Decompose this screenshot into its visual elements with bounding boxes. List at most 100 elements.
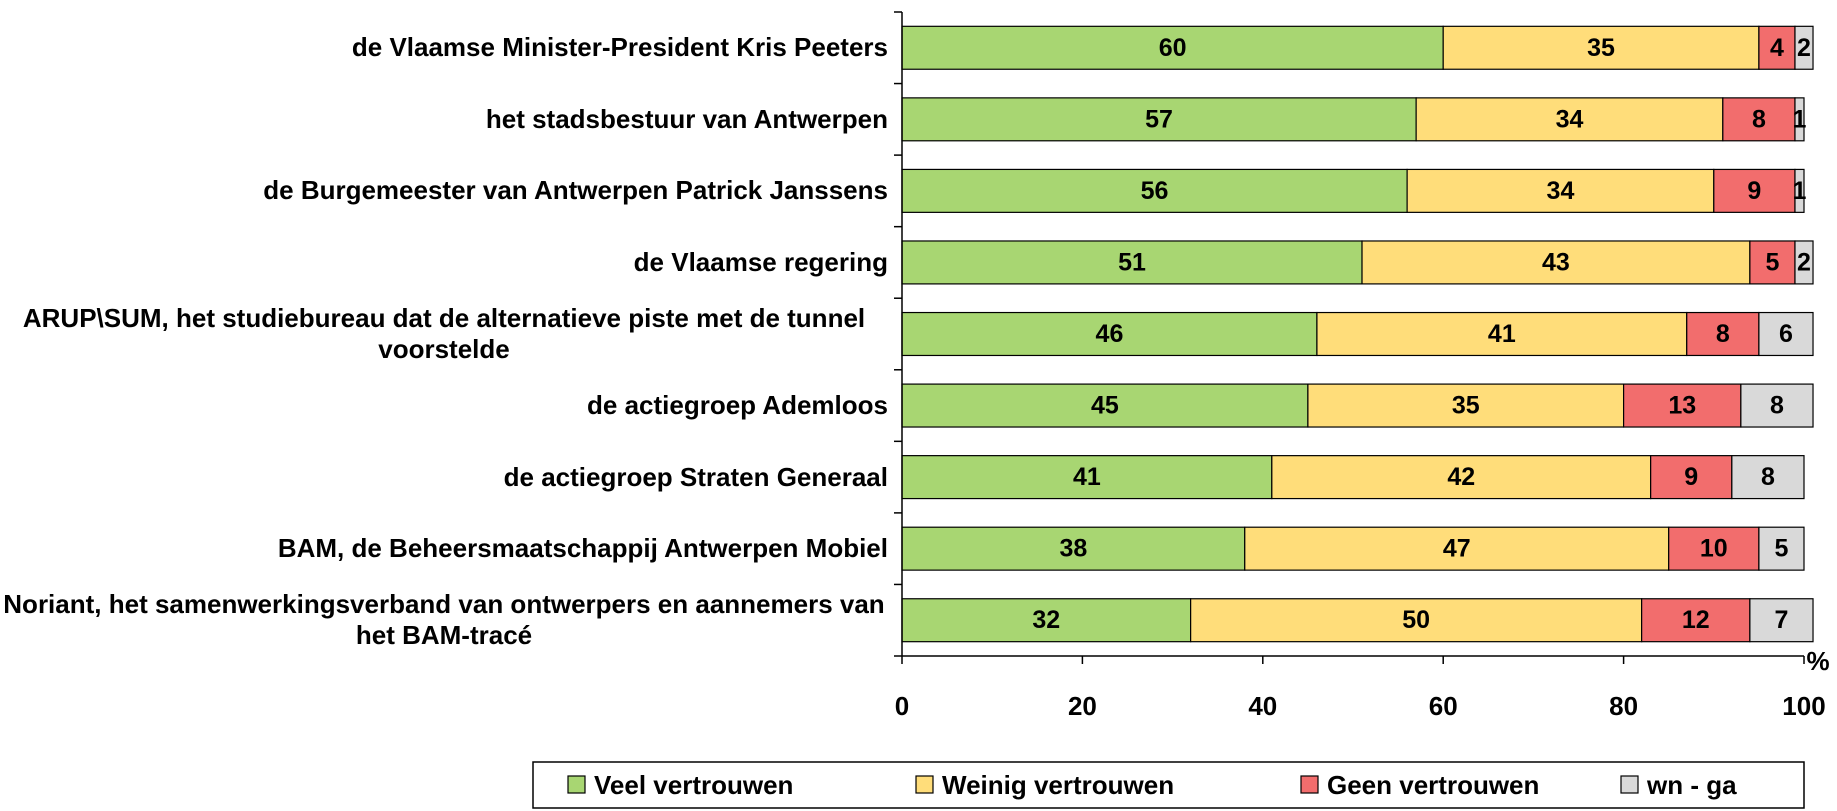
category-label: de Burgemeester van Antwerpen Patrick Ja… [0,151,888,231]
bar-segment [901,526,1246,571]
data-label: 2 [1797,248,1811,276]
data-label: 1 [1793,105,1807,133]
data-label: 13 [1668,392,1696,420]
x-tick-label: 40 [1248,691,1277,721]
bar-segment [1650,455,1733,500]
category-text: de Vlaamse regering [633,246,888,277]
legend-swatch [1620,775,1639,794]
data-label: 8 [1770,392,1784,420]
bar-segment [1271,455,1652,500]
bar-segment [1622,383,1742,428]
data-label: 8 [1752,105,1766,133]
bar-segment [1722,97,1796,142]
data-label: 35 [1452,392,1480,420]
category-label: de actiegroep Ademloos [0,366,888,446]
category-text: het stadsbestuur van Antwerpen [485,103,888,134]
data-label: 57 [1145,105,1173,133]
bar-segment [1749,598,1814,643]
category-label: de actiegroep Straten Generaal [0,437,888,517]
category-label: het stadsbestuur van Antwerpen [0,79,888,159]
category-text: de actiegroep Straten Generaal [503,461,888,492]
legend-label: Veel vertrouwen [594,770,793,800]
bar-segment [1758,311,1814,357]
data-label: 38 [1059,535,1087,563]
legend-swatch [1300,775,1319,794]
data-label: 43 [1542,248,1570,276]
x-axis-label: % [1806,646,1829,676]
data-label: 45 [1091,392,1119,420]
data-label: 1 [1793,177,1807,205]
bar-segment [901,168,1408,213]
category-text: Noriant, het samenwerkingsverband van on… [3,589,885,651]
bar-segment [1686,311,1760,357]
legend-swatch [567,775,586,794]
data-label: 4 [1770,34,1784,62]
bar-segment [1244,526,1670,571]
bar-segment [1794,240,1814,285]
data-label: 56 [1141,177,1169,205]
bar-segment [1668,526,1760,571]
bar-segment [1361,240,1751,285]
category-text: de Vlaamse Minister-President Kris Peete… [351,32,888,63]
x-tick-label: 60 [1429,691,1458,721]
bar-segment [1316,311,1688,357]
category-label: de Vlaamse regering [0,222,888,302]
data-label: 5 [1774,535,1788,563]
category-label: BAM, de Beheersmaatschappij Antwerpen Mo… [0,509,888,589]
data-label: 50 [1402,606,1430,634]
data-label: 42 [1447,463,1475,491]
bar-segment [1794,25,1814,70]
category-text: BAM, de Beheersmaatschappij Antwerpen Mo… [277,533,888,564]
data-label: 10 [1700,535,1728,563]
bar-segment [1731,455,1805,500]
data-label: 8 [1716,320,1730,348]
x-tick-label: 100 [1782,691,1825,721]
category-text: ARUP\SUM, het studiebureau dat de altern… [22,303,866,364]
legend-label: wn - ga [1646,770,1737,800]
bar-segment [1713,168,1796,213]
data-label: 9 [1747,177,1761,205]
category-label: ARUP\SUM, het studiebureau dat de altern… [0,294,888,374]
data-label: 34 [1556,105,1584,133]
data-label: 9 [1684,463,1698,491]
data-label: 12 [1682,606,1710,634]
bar-segment [1740,383,1814,428]
legend-label: Weinig vertrouwen [942,770,1174,800]
data-label: 5 [1765,248,1779,276]
data-label: 2 [1797,34,1811,62]
data-label: 32 [1032,606,1060,634]
bar-segment [1794,168,1805,213]
bar-segment [1641,598,1751,643]
x-tick-label: 20 [1068,691,1097,721]
legend-label: Geen vertrouwen [1327,770,1539,800]
category-label: de Vlaamse Minister-President Kris Peete… [0,8,888,88]
x-tick-label: 80 [1609,691,1638,721]
data-label: 46 [1096,320,1124,348]
category-text: de actiegroep Ademloos [587,390,888,421]
bar-segment [901,311,1318,357]
data-label: 41 [1488,320,1516,348]
data-label: 47 [1443,535,1471,563]
data-label: 35 [1587,34,1615,62]
x-tick-label: 0 [895,691,909,721]
bar-segment [1406,168,1715,213]
legend-box [532,761,1805,809]
category-text: de Burgemeester van Antwerpen Patrick Ja… [263,175,888,206]
bar-segment [1749,240,1796,285]
bar-segment [1758,25,1796,70]
category-label: Noriant, het samenwerkingsverband van on… [0,580,888,660]
data-label: 51 [1118,248,1146,276]
bar-segment [1794,97,1805,142]
data-label: 6 [1779,320,1793,348]
legend-swatch [915,775,934,794]
data-label: 41 [1073,463,1101,491]
data-label: 60 [1159,34,1187,62]
data-label: 34 [1547,177,1575,205]
data-label: 7 [1774,606,1788,634]
bar-segment [1758,526,1805,571]
data-label: 8 [1761,463,1775,491]
bar-segment [901,240,1363,285]
bar-segment [901,383,1309,428]
